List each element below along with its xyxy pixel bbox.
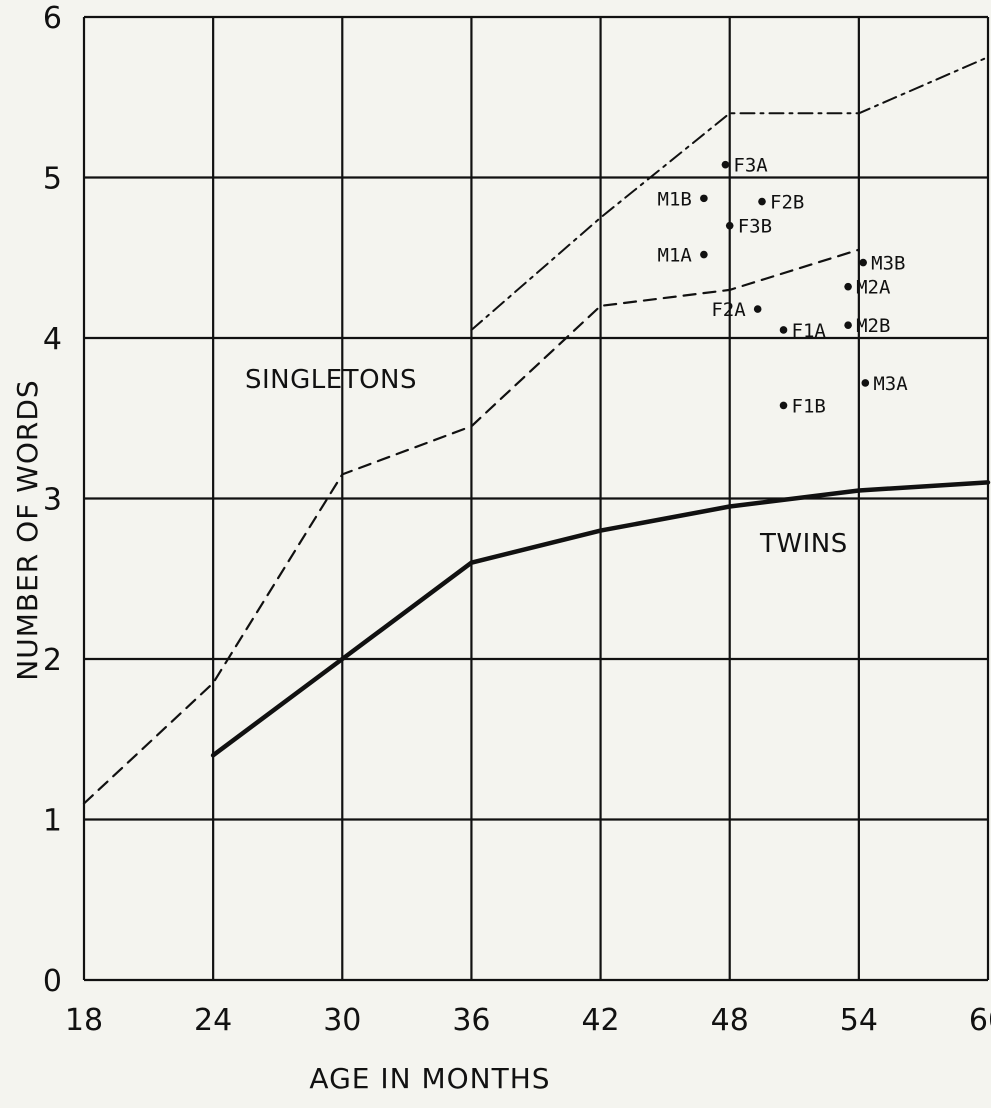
series-line-twins (210, 480, 991, 758)
y-tick-label: 3 (43, 483, 62, 518)
data-point-label: M3A (873, 373, 908, 395)
tick-labels: 18 24 30 36 42 48 54 60 0 1 2 3 4 5 6 (43, 1, 991, 1038)
data-point-f3a (721, 160, 730, 169)
series-label-singletons: SINGLETONS (245, 365, 417, 395)
series-line-singletons (82, 248, 861, 805)
series-lines (82, 56, 991, 805)
y-tick-label: 6 (43, 1, 62, 36)
data-point-label: M1B (658, 188, 692, 210)
x-tick-label: 48 (711, 1003, 749, 1038)
data-point-m3b (859, 258, 867, 267)
y-tick-label: 2 (43, 643, 62, 678)
data-point-f1b (779, 401, 788, 410)
x-tick-label: 54 (840, 1003, 878, 1038)
data-point-f1a (779, 326, 788, 334)
data-point-label: F1B (792, 395, 826, 417)
data-point-m3a (861, 379, 870, 387)
y-tick-label: 1 (43, 804, 62, 839)
data-point-label: F3B (738, 216, 772, 238)
x-tick-label: 30 (323, 1003, 361, 1038)
y-axis-title: NUMBER OF WORDS (11, 379, 44, 680)
data-point-f2a (753, 305, 762, 313)
grid (82, 15, 990, 982)
data-point-label: F3A (733, 155, 768, 177)
data-point-label: F2A (711, 299, 746, 321)
x-tick-label: 60 (969, 1003, 991, 1038)
data-point-m1a (700, 250, 708, 259)
x-tick-label: 18 (65, 1003, 103, 1038)
series-line-dash-dot (470, 56, 989, 331)
data-point-label: F1A (792, 320, 827, 342)
y-tick-label: 5 (43, 162, 62, 197)
data-point-label: M1A (658, 245, 693, 267)
data-point-f3b (725, 221, 734, 230)
x-axis-title: AGE IN MONTHS (309, 1062, 550, 1095)
y-tick-label: 0 (43, 964, 62, 999)
data-point-label: M3B (871, 253, 905, 275)
data-point-label: M2A (856, 277, 891, 299)
x-tick-label: 24 (194, 1003, 232, 1038)
data-point-label: M2B (856, 315, 890, 337)
y-tick-label: 4 (43, 322, 62, 357)
data-point-label: F2B (770, 192, 804, 214)
data-point-m1b (700, 194, 708, 203)
data-point-f2b (758, 197, 766, 206)
series-label-twins: TWINS (759, 529, 848, 559)
data-point-m2b (844, 321, 852, 329)
x-tick-label: 42 (581, 1003, 619, 1038)
x-tick-label: 36 (452, 1003, 490, 1038)
data-point-m2a (844, 282, 852, 291)
